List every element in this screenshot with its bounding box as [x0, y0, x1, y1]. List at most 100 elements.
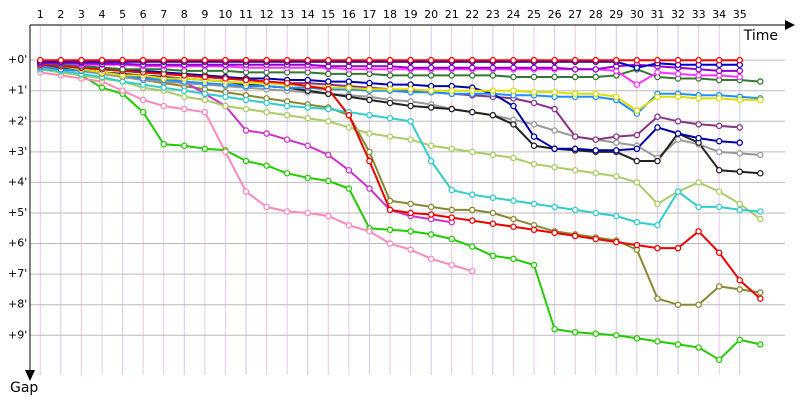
data-point — [736, 56, 743, 64]
y-tick-label: +1' — [8, 84, 27, 97]
x-axis-title: Time — [743, 28, 778, 44]
data-point — [757, 78, 764, 85]
data-point — [551, 105, 558, 113]
data-point — [345, 84, 353, 91]
data-point — [613, 173, 620, 180]
data-point — [366, 85, 373, 93]
data-point — [530, 200, 538, 208]
y-axis-title: Gap — [10, 380, 38, 396]
data-point — [736, 67, 743, 75]
data-point — [448, 56, 455, 64]
data-point — [222, 75, 229, 82]
data-point — [530, 88, 538, 96]
data-point — [407, 209, 414, 217]
data-point — [736, 124, 743, 131]
data-point — [427, 255, 435, 263]
data-point — [654, 221, 661, 229]
series-points — [37, 56, 764, 363]
data-point — [489, 151, 497, 159]
data-point — [386, 56, 394, 64]
series-line — [40, 68, 761, 220]
data-point — [407, 200, 414, 208]
data-point — [242, 96, 250, 104]
data-point — [633, 335, 641, 342]
data-point — [181, 105, 188, 113]
data-point — [674, 118, 682, 125]
data-point — [674, 244, 682, 252]
x-tick-label: 11 — [239, 8, 253, 21]
data-point — [407, 228, 414, 235]
y-tick-label: +7' — [8, 267, 27, 280]
data-point — [551, 64, 558, 72]
data-point — [283, 56, 291, 64]
data-point — [592, 66, 599, 73]
data-point — [366, 111, 373, 119]
data-point — [530, 73, 538, 81]
series-lines — [40, 59, 761, 361]
data-point — [489, 194, 497, 201]
x-tick-label: 31 — [650, 8, 664, 21]
data-point — [489, 64, 497, 72]
data-point — [510, 56, 517, 64]
data-point — [736, 276, 743, 284]
data-point — [345, 185, 353, 192]
data-point — [222, 102, 229, 110]
data-point — [592, 56, 599, 64]
data-point — [345, 56, 353, 64]
data-point — [242, 127, 250, 134]
data-point — [119, 56, 126, 64]
data-point — [530, 160, 538, 168]
data-point — [345, 78, 353, 85]
data-point — [654, 124, 661, 131]
data-point — [201, 108, 209, 116]
y-tick-label: +3' — [8, 145, 27, 158]
data-point — [613, 332, 620, 339]
data-point — [715, 249, 723, 256]
data-point — [181, 56, 188, 64]
data-point — [427, 203, 435, 211]
data-point — [613, 133, 620, 140]
data-point — [304, 82, 311, 90]
x-tick-label: 1 — [37, 8, 44, 21]
data-point — [695, 134, 702, 142]
data-point — [592, 147, 599, 154]
data-point — [510, 223, 517, 230]
data-point — [757, 215, 764, 223]
data-point — [37, 56, 44, 64]
data-point — [325, 212, 332, 220]
data-point — [715, 148, 723, 156]
data-point — [263, 130, 270, 137]
data-point — [757, 208, 764, 215]
data-point — [674, 188, 682, 195]
data-point — [386, 197, 394, 205]
data-point — [386, 133, 394, 140]
data-point — [715, 95, 723, 102]
data-point — [530, 64, 538, 72]
data-point — [633, 131, 641, 139]
data-point — [304, 209, 311, 217]
data-point — [715, 56, 723, 64]
data-point — [366, 130, 373, 137]
data-point — [263, 78, 270, 85]
data-point — [510, 197, 517, 205]
data-point — [489, 111, 497, 119]
data-point — [283, 79, 291, 87]
data-point — [407, 85, 414, 93]
data-point — [386, 99, 394, 107]
series-line — [40, 65, 761, 115]
data-point — [325, 151, 332, 159]
data-point — [407, 102, 414, 110]
data-point — [695, 72, 702, 79]
data-point — [715, 122, 723, 130]
data-point — [530, 142, 538, 149]
data-point — [613, 93, 620, 101]
data-point — [181, 87, 188, 94]
data-point — [633, 81, 641, 88]
data-point — [757, 96, 764, 104]
data-point — [736, 139, 743, 146]
data-point — [551, 88, 558, 96]
series-line — [40, 66, 761, 159]
x-tick-label: 8 — [181, 8, 188, 21]
y-tick-label: +2' — [8, 114, 27, 127]
